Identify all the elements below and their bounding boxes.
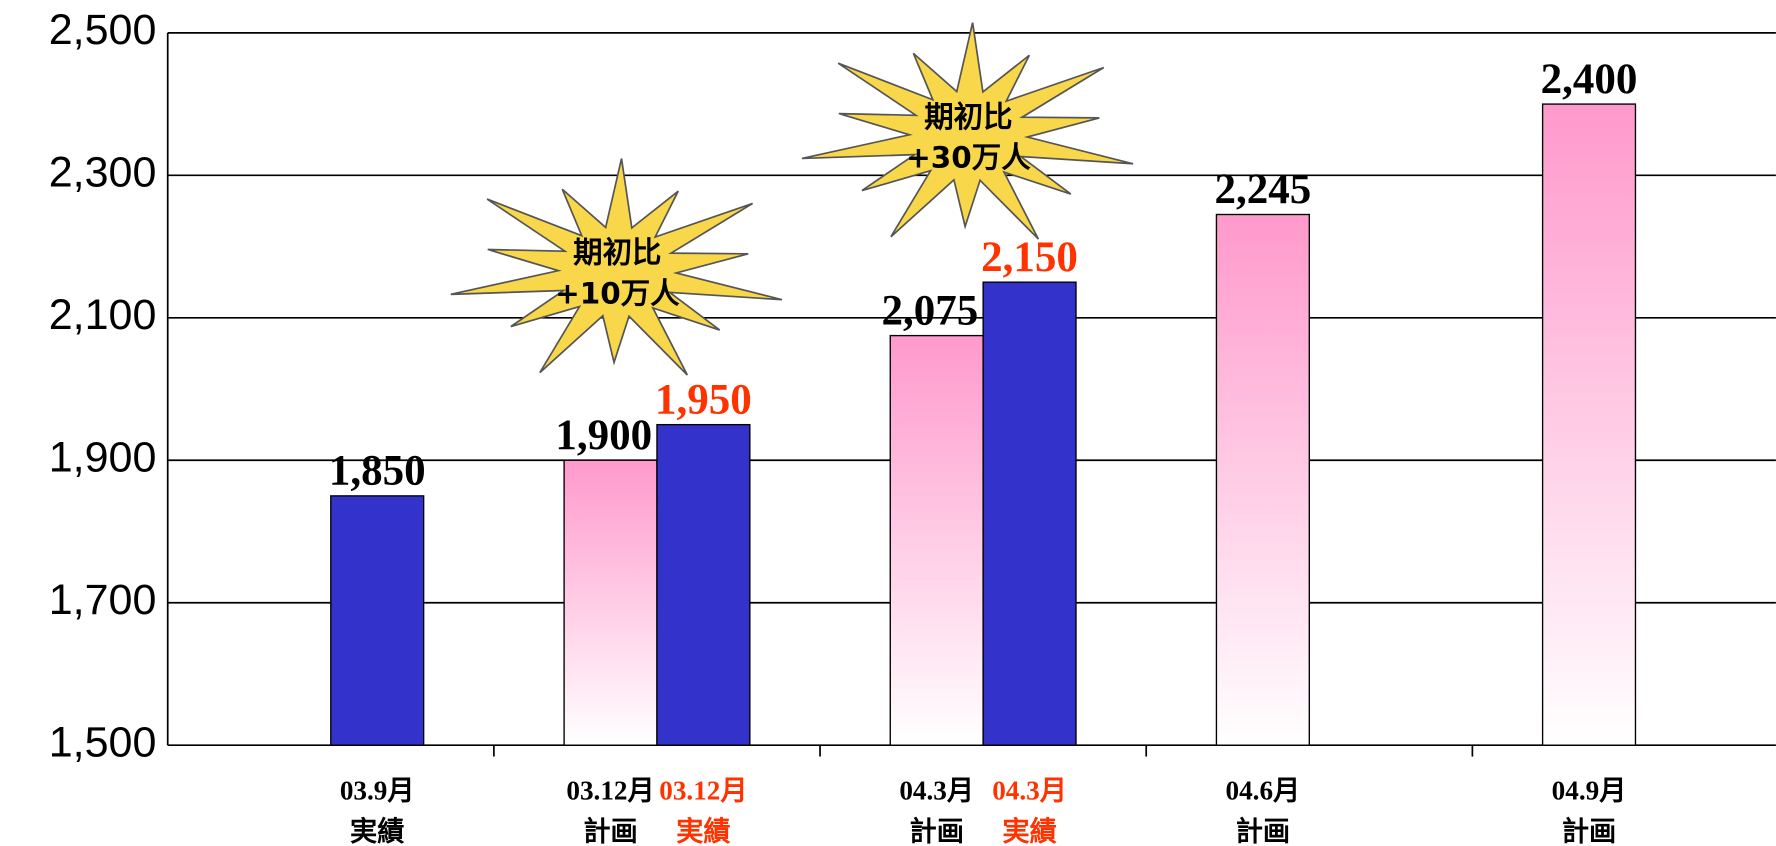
annotation: 期初比 <box>924 100 1012 134</box>
bar <box>1541 103 1637 746</box>
series-label: 計画 <box>1562 815 1616 846</box>
x-tick-label: 04.9月 <box>1552 776 1627 806</box>
starburst <box>450 158 783 376</box>
annotation: +10万人 <box>555 277 680 311</box>
series-label: 実績 <box>1002 815 1056 846</box>
value-label: 2,150 <box>981 234 1078 281</box>
value-label: 1,850 <box>329 448 426 495</box>
bar <box>1215 213 1310 746</box>
x-tick-label: 04.3月 <box>992 776 1067 806</box>
value-label: 1,900 <box>555 412 652 459</box>
x-tick-label: 04.6月 <box>1226 776 1301 806</box>
series-label: 実績 <box>676 815 730 846</box>
annotation: 期初比 <box>573 236 661 270</box>
series-label: 実績 <box>350 815 404 846</box>
x-tick-label: 03.12月 <box>566 776 654 806</box>
series-label: 計画 <box>583 815 637 846</box>
y-tick-label: 2,300 <box>49 149 157 197</box>
bar <box>889 334 984 746</box>
bar <box>330 495 425 746</box>
bar <box>982 281 1077 746</box>
value-label: 1,950 <box>655 376 752 423</box>
x-tick-label: 03.9月 <box>340 776 415 806</box>
value-label: 2,075 <box>882 287 979 334</box>
y-tick-label: 2,500 <box>49 6 157 54</box>
bar <box>656 423 751 746</box>
annotation: +30万人 <box>906 141 1031 175</box>
x-tick-label: 03.12月 <box>659 776 747 806</box>
y-tick-label: 1,900 <box>49 434 157 482</box>
x-tick-label: 04.3月 <box>899 776 974 806</box>
y-tick-label: 2,100 <box>49 291 157 339</box>
starburst <box>801 22 1134 240</box>
y-tick-label: 1,500 <box>49 719 157 767</box>
bar <box>563 459 658 746</box>
value-label: 2,245 <box>1214 166 1311 213</box>
series-label: 計画 <box>910 815 964 846</box>
value-label: 2,400 <box>1541 56 1638 103</box>
y-tick-label: 1,700 <box>49 576 157 624</box>
series-label: 計画 <box>1236 815 1290 846</box>
